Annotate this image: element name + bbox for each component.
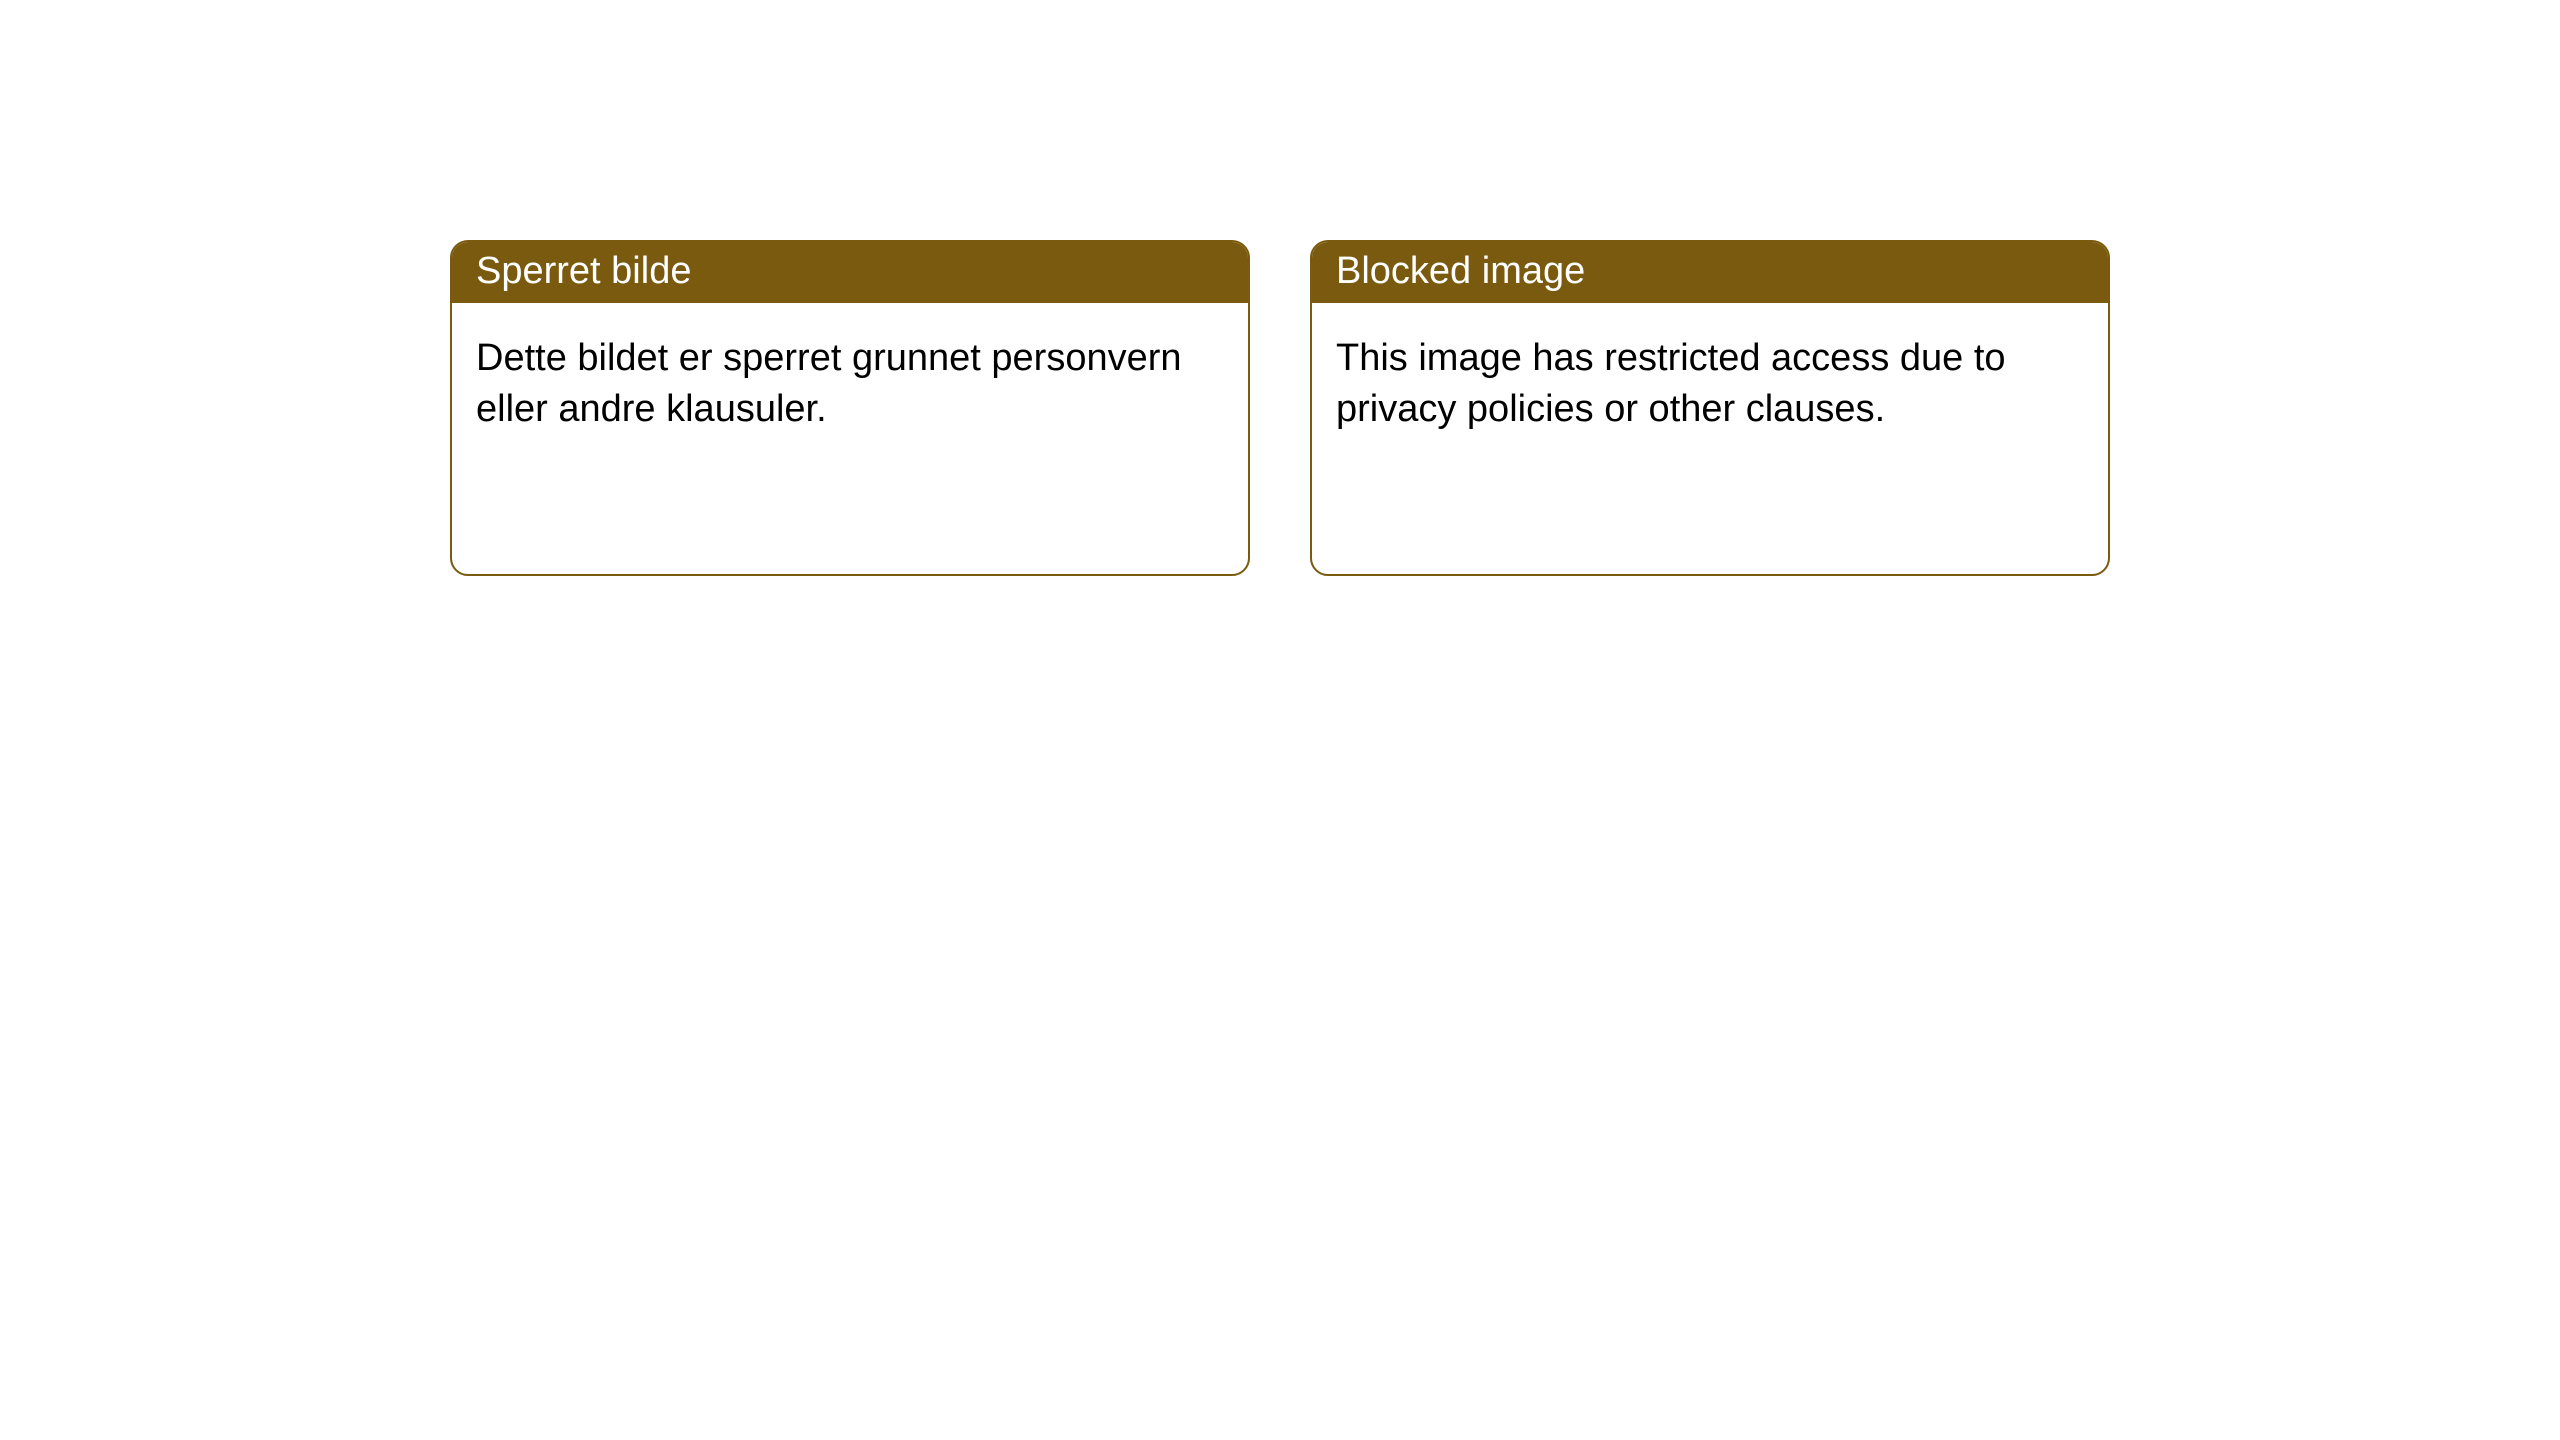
notice-body-norwegian: Dette bildet er sperret grunnet personve… [452, 303, 1248, 466]
notice-body-english: This image has restricted access due to … [1312, 303, 2108, 466]
notice-card-norwegian: Sperret bilde Dette bildet er sperret gr… [450, 240, 1250, 576]
notice-card-english: Blocked image This image has restricted … [1310, 240, 2110, 576]
notice-title-english: Blocked image [1312, 242, 2108, 303]
blocked-image-notices: Sperret bilde Dette bildet er sperret gr… [450, 240, 2110, 576]
notice-title-norwegian: Sperret bilde [452, 242, 1248, 303]
